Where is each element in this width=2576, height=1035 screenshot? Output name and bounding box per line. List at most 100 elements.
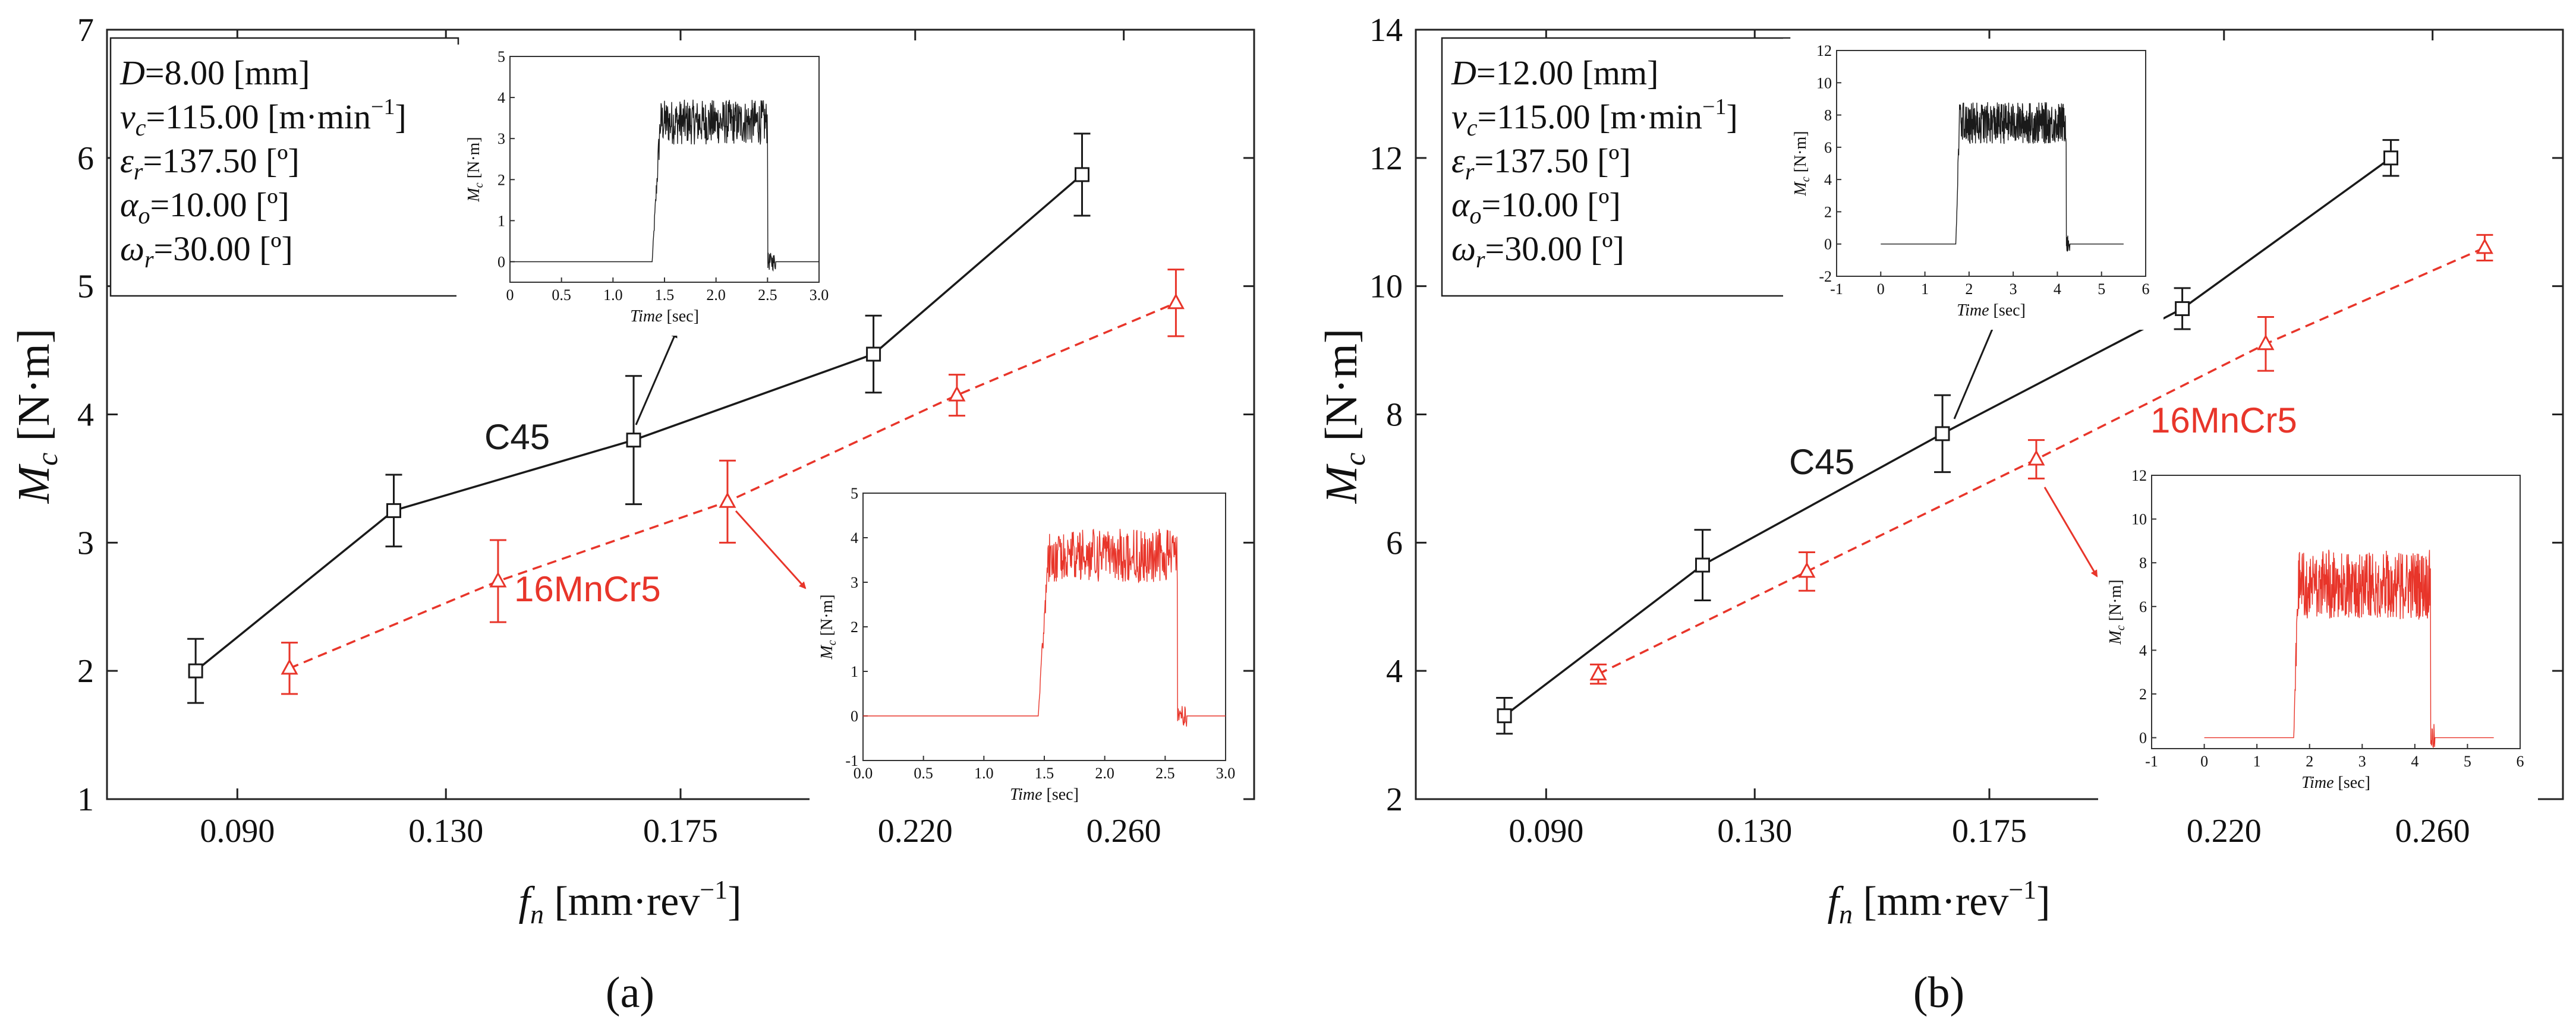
inset-y-tick-label: 3 (851, 574, 858, 591)
inset-signal-trace (2204, 550, 2494, 749)
y-tick-label: 1 (77, 781, 94, 818)
inset-frame (1836, 50, 2146, 277)
inset-y-tick-label: 10 (1816, 74, 1832, 91)
y-axis-label: Mc [N·m] (9, 329, 64, 504)
parameter-box (109, 37, 459, 297)
y-tick-label: 2 (77, 653, 94, 690)
inset-y-label: Mc [N·m] (2106, 579, 2127, 645)
inset-x-label: Time [sec] (1957, 301, 2026, 320)
data-point (1497, 708, 1512, 724)
data-point (948, 385, 966, 402)
param-d: D=12.00 [mm] (1451, 53, 1658, 92)
inset-x-tick-label: 6 (2517, 753, 2524, 770)
inset-y-tick-label: 4 (2139, 642, 2147, 659)
x-tick-label: 0.175 (643, 813, 718, 850)
inset-y-tick-label: 6 (1824, 139, 1832, 156)
inset-x-tick-label: 3 (2358, 753, 2366, 770)
inset-c45: 0 0.5 1.0 1.5 2.0 2.5 3.0 0 1 2 3 4 5 Time [sec] Mc [N… (456, 45, 837, 336)
inset-x-tick-label: 3.0 (1216, 765, 1236, 782)
inset-y-tick-label: -2 (1819, 268, 1832, 285)
inset-y-tick-label: 3 (497, 130, 505, 147)
y-tick-label: 14 (1369, 12, 1403, 49)
inset-arrow-c45 (635, 330, 678, 425)
x-tick-label: 0.220 (878, 813, 953, 850)
inset-y-tick-label: 5 (497, 48, 505, 65)
y-tick-label: 2 (1386, 781, 1403, 818)
param-epsilon: εr=137.50 [º] (120, 141, 300, 185)
inset-x-tick-label: 2.5 (1155, 765, 1175, 782)
param-epsilon: εr=137.50 [º] (1451, 141, 1631, 185)
y-axis: 1 2 3 4 5 6 7 (77, 12, 1254, 818)
inset-y-tick-label: 4 (851, 529, 858, 547)
data-point (2027, 449, 2045, 466)
inset-y-tick-label: 0 (497, 253, 505, 270)
inset-y-tick-label: 0 (1824, 236, 1832, 253)
inset-x-tick-label: 0 (506, 286, 514, 304)
data-point (386, 503, 401, 518)
inset-x-tick-label: 0 (2200, 753, 2208, 770)
inset-x-tick-label: 2 (2306, 753, 2313, 770)
data-point (188, 663, 203, 679)
x-tick-label: 0.090 (200, 813, 275, 850)
inset-x-tick-label: 1.5 (655, 286, 675, 304)
inset-y-tick-label: 1 (851, 663, 858, 680)
inset-arrow-c45 (1953, 317, 1998, 419)
inset-x-tick-label: -1 (1830, 280, 1843, 298)
parameter-box (1441, 37, 1791, 297)
param-alpha: αo=10.00 [º] (1451, 185, 1621, 229)
x-axis: 0.090 0.130 0.175 0.220 0.260 (1509, 30, 2470, 850)
inset-x-tick-label: 5 (2464, 753, 2471, 770)
panel-a: 0.090 0.130 0.175 0.220 0.260 1 2 3 4 5 6 7 D=8.00… (9, 12, 1255, 1017)
x-axis-label: fn [mm·rev−1] (519, 875, 742, 929)
inset-frame (2151, 475, 2521, 749)
x-tick-label: 0.130 (1717, 813, 1792, 850)
inset-y-tick-label: 8 (2139, 554, 2147, 572)
data-point (1589, 664, 1607, 681)
inset-x-tick-label: 1 (1921, 280, 1929, 298)
inset-background (2098, 463, 2538, 802)
series-label-16mncr5: 16MnCr5 (514, 569, 661, 609)
inset-x-tick-label: 1 (2253, 753, 2261, 770)
data-point (1935, 426, 1950, 441)
data-point (719, 492, 736, 508)
data-point (626, 433, 641, 448)
data-point (1167, 293, 1185, 310)
inset-x-tick-label: 1.5 (1035, 765, 1054, 782)
y-tick-label: 7 (77, 12, 94, 49)
series-label-c45: C45 (1789, 442, 1854, 482)
data-point (489, 571, 507, 588)
data-point (2476, 238, 2493, 254)
data-point (2175, 301, 2190, 316)
inset-y-tick-label: 8 (1824, 107, 1832, 124)
inset-x-tick-label: 5 (2098, 280, 2105, 298)
param-omega: ωr=30.00 [º] (120, 229, 293, 273)
x-tick-label: 0.175 (1952, 813, 2027, 850)
inset-x-tick-label: 1.0 (974, 765, 994, 782)
series-label-16mncr5: 16MnCr5 (2150, 400, 2297, 440)
inset-signal-trace (510, 99, 819, 272)
series-label-c45: C45 (484, 417, 550, 457)
x-tick-label: 0.260 (1087, 813, 1161, 850)
y-tick-label: 10 (1369, 269, 1403, 305)
inset-y-tick-label: 2 (1824, 203, 1832, 220)
inset-x-label: Time [sec] (1010, 785, 1079, 804)
series-layer (1496, 139, 2493, 735)
inset-y-label: Mc [N·m] (1791, 131, 1812, 196)
y-tick-label: 3 (77, 525, 94, 561)
parameter-list: D=8.00 [mm] vc=115.00 [m·min−1] εr=137.5… (119, 53, 407, 273)
inset-y-tick-label: 4 (1824, 171, 1832, 188)
y-tick-label: 4 (77, 397, 94, 434)
data-point (281, 658, 298, 675)
parameter-list: D=12.00 [mm] vc=115.00 [m·min−1] εr=137.… (1451, 53, 1738, 273)
inset-y-tick-label: 1 (497, 212, 505, 229)
inset-y-tick-label: 6 (2139, 598, 2147, 616)
inset-y-tick-label: 0 (851, 708, 858, 725)
x-tick-label: 0.130 (408, 813, 483, 850)
inset-x-tick-label: 4 (2054, 280, 2061, 298)
inset-x-label: Time [sec] (630, 307, 699, 326)
inset-arrow-16mncr5 (735, 510, 807, 589)
inset-y-tick-label: 5 (851, 485, 858, 502)
